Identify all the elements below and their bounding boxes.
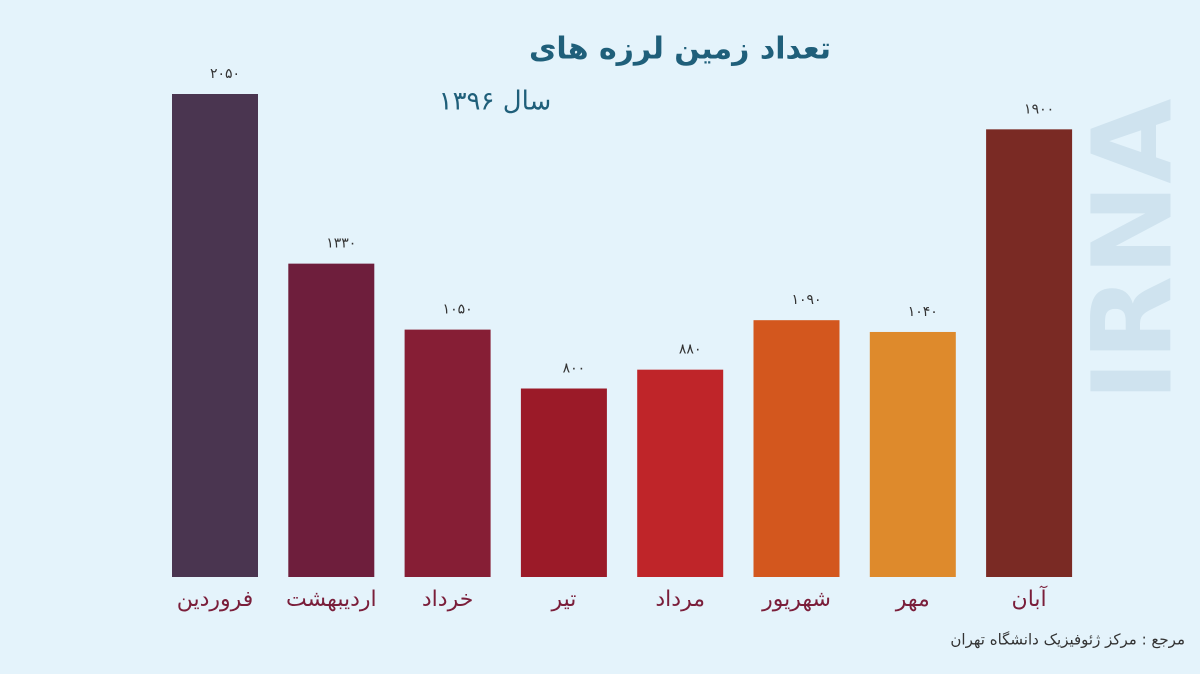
value-label: ۱۰۵۰ xyxy=(443,302,473,318)
watermark: IRNA xyxy=(1068,99,1196,402)
bar xyxy=(637,369,724,577)
value-label: ۸۸۰ xyxy=(679,342,702,358)
bar xyxy=(288,263,375,577)
source-note: مرجع : مرکز ژئوفیزیک دانشگاه تهران xyxy=(950,631,1185,649)
x-tick-label: آبان xyxy=(1012,585,1048,612)
value-label: ۲۰۵۰ xyxy=(210,66,240,82)
chart-title: تعداد زمین لرزه های xyxy=(529,32,831,67)
x-tick-label: شهریور xyxy=(761,587,831,612)
bar xyxy=(404,329,491,577)
x-tick-label: تیر xyxy=(550,587,576,612)
bar xyxy=(753,320,840,577)
x-tick-label: فروردین xyxy=(177,587,254,612)
value-label: ۱۹۰۰ xyxy=(1024,101,1054,117)
bar xyxy=(172,94,258,577)
x-tick-label: خرداد xyxy=(422,587,473,612)
bar xyxy=(520,388,607,577)
bar xyxy=(986,129,1073,577)
bar xyxy=(869,331,956,577)
value-label: ۱۰۹۰ xyxy=(791,292,821,308)
x-tick-label: اردیبهشت xyxy=(286,587,377,612)
x-tick-label: مهر xyxy=(895,587,930,612)
value-label: ۸۰۰ xyxy=(563,361,586,377)
chart-subtitle: سال ۱۳۹۶ xyxy=(439,87,552,117)
x-tick-label: مرداد xyxy=(655,587,705,612)
value-label: ۱۳۳۰ xyxy=(326,236,356,252)
value-label: ۱۰۴۰ xyxy=(908,304,938,320)
